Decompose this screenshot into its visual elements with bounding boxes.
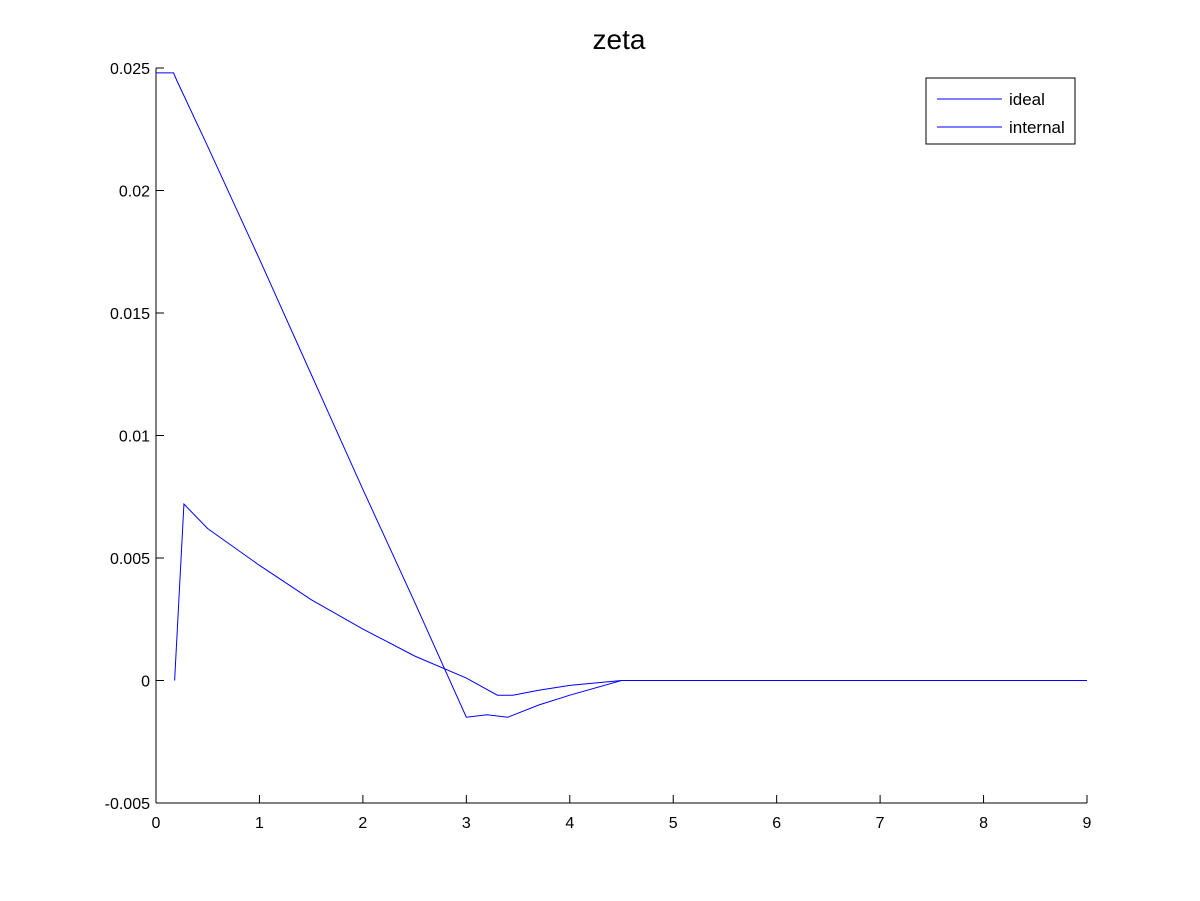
legend-label: ideal [1009,90,1045,109]
x-tick-label: 1 [255,815,264,832]
legend-box [925,77,1076,145]
x-tick-label: 4 [565,815,574,832]
x-tick-label: 6 [772,815,781,832]
legend: ideal internal [925,77,1076,145]
x-tick-label: 5 [669,815,678,832]
y-tick-label: -0.005 [105,796,150,813]
y-tick-label: 0.015 [110,306,150,323]
x-tick-label: 3 [462,815,471,832]
series-line-ideal [156,72,1087,718]
y-tick-label: 0.005 [110,551,150,568]
plot-area [156,68,1087,803]
x-tick-label: 9 [1083,815,1092,832]
y-tick-label: 0.025 [110,61,150,78]
chart-title: zeta [593,24,646,55]
legend-label: internal [1009,118,1065,137]
y-tick-label: 0.01 [119,429,150,446]
series-layer [156,72,1087,718]
y-tick-label: 0.02 [119,184,150,201]
x-tick-label: 8 [979,815,988,832]
y-tick-label: 0 [141,674,150,691]
x-tick-label: 7 [876,815,885,832]
x-tick-label: 2 [358,815,367,832]
x-tick-label: 0 [152,815,161,832]
series-line-internal [174,502,1087,696]
